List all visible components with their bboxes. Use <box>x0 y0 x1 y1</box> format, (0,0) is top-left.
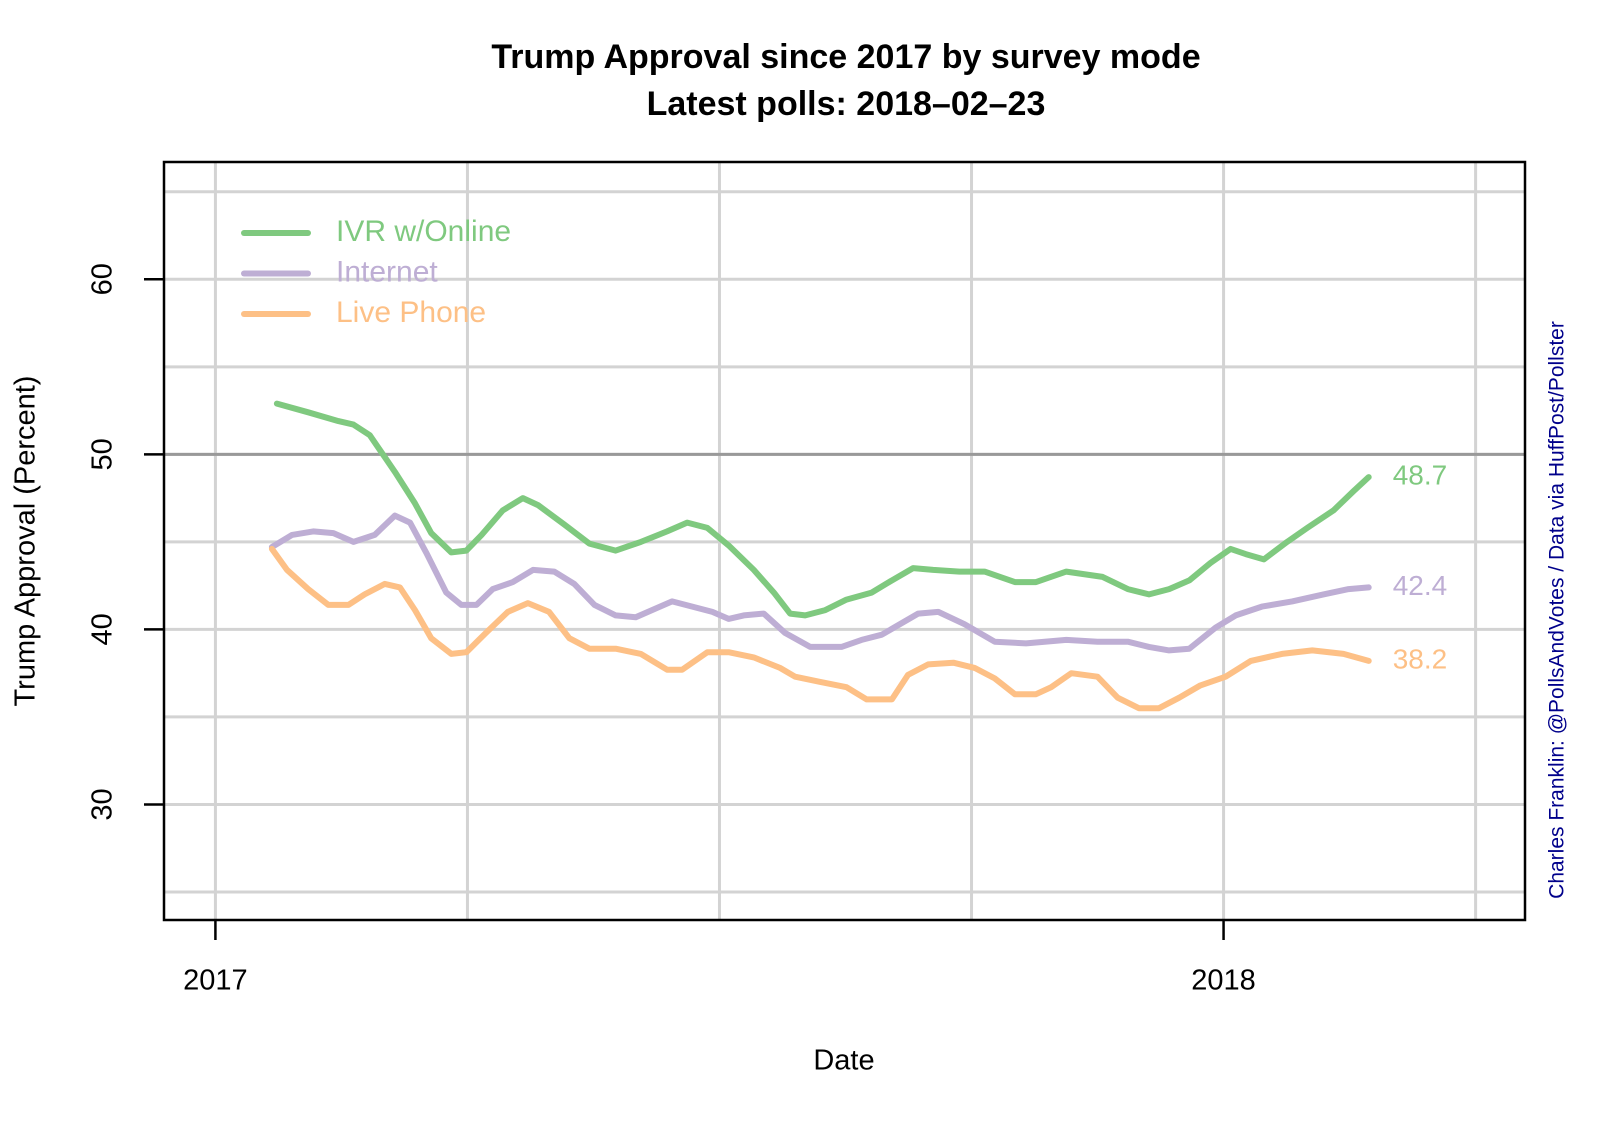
chart-subtitle: Latest polls: 2018–02–23 <box>647 85 1046 123</box>
y-tick-label: 40 <box>87 613 119 645</box>
y-tick-label: 60 <box>87 263 119 295</box>
caption: Charles Franklin: @PollsAndVotes / Data … <box>1546 321 1569 899</box>
x-tick-label: 2017 <box>183 965 248 997</box>
y-tick-label: 50 <box>87 438 119 470</box>
x-tick-label: 2018 <box>1191 965 1256 997</box>
plot-frame <box>162 160 1527 922</box>
lines: 48.7 42.4 38.2 <box>268 400 1448 712</box>
y-axis-label: Trump Approval (Percent) <box>10 376 42 707</box>
x-axis-label: Date <box>813 1045 874 1077</box>
y-tick-label: 30 <box>87 788 119 820</box>
legend-label: Internet <box>336 255 438 288</box>
legend-label: IVR w/Online <box>336 215 511 248</box>
axes: 30 40 50 60 2017 2018 IVR w/Online Internet Live… <box>87 160 1527 997</box>
line-series <box>273 400 1372 619</box>
legend-label: Live Phone <box>336 296 486 329</box>
end-value-label: 42.4 <box>1393 570 1448 601</box>
end-value-label: 38.2 <box>1393 643 1448 674</box>
line-series <box>268 545 1372 712</box>
line-series <box>268 512 1372 654</box>
chart-title: Trump Approval since 2017 by survey mode <box>491 38 1200 76</box>
grid <box>164 162 1525 920</box>
end-value-label: 48.7 <box>1393 459 1448 490</box>
